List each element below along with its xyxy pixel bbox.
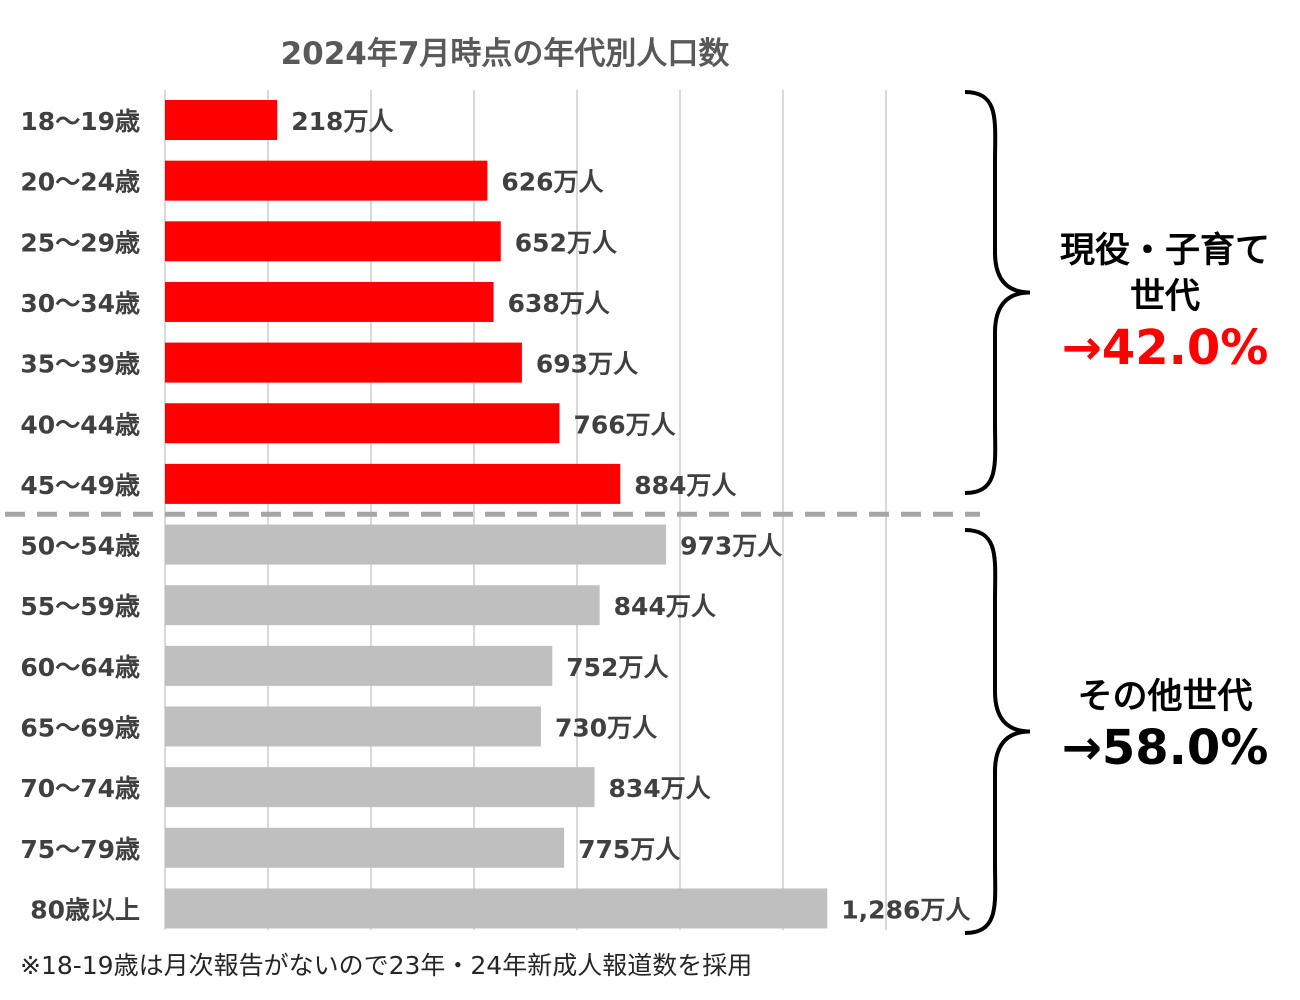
category-label: 80歳以上 [30,895,140,924]
group-label-line2: 世代 [1129,277,1200,317]
category-label: 35〜39歳 [20,350,140,379]
category-label: 25〜29歳 [20,228,140,257]
group-label-working: 現役・子育て 世代 →42.0% [1040,228,1290,376]
category-label: 18〜19歳 [20,107,140,136]
data-label: 218万人 [291,107,393,136]
bar [165,524,667,565]
footnote: ※18-19歳は月次報告がないので23年・24年新成人報道数を採用 [20,951,753,980]
group-label-line1: 現役・子育て [1059,231,1270,271]
bar [165,827,565,868]
bar [165,888,828,929]
category-label: 20〜24歳 [20,168,140,197]
data-label: 626万人 [501,168,603,197]
group-percent: →42.0% [1061,320,1269,376]
bar [165,767,595,808]
bar [165,463,621,504]
category-label: 70〜74歳 [20,774,140,803]
bar [165,160,488,201]
group-percent: →58.0% [1061,720,1269,776]
bar [165,221,501,262]
bar [165,403,560,444]
category-label: 40〜44歳 [20,410,140,439]
group-label-other: その他世代 →58.0% [1040,674,1290,776]
bar [165,281,494,322]
data-label: 752万人 [566,653,668,682]
data-label: 693万人 [536,350,638,379]
data-label: 638万人 [508,289,610,318]
data-label: 844万人 [614,592,716,621]
group-label-line1: その他世代 [1077,677,1253,717]
data-label: 884万人 [634,471,736,500]
category-label: 75〜79歳 [20,835,140,864]
bar [165,342,522,383]
data-label: 730万人 [555,714,657,743]
data-label: 652万人 [515,228,617,257]
category-label: 55〜59歳 [20,592,140,621]
bar [165,100,278,140]
brace-other-generation [964,528,1031,935]
data-label: 834万人 [609,774,711,803]
category-label: 30〜34歳 [20,289,140,318]
data-label: 1,286万人 [841,895,970,924]
chart-title: 2024年7月時点の年代別人口数 [280,36,730,72]
category-label: 65〜69歳 [20,714,140,743]
brace-working-generation [964,90,1031,495]
data-label: 775万人 [578,835,680,864]
data-label: 766万人 [573,410,675,439]
data-label: 973万人 [680,532,782,561]
bar [165,645,553,686]
category-label: 60〜64歳 [20,653,140,682]
bar [165,706,541,747]
bar [165,585,600,626]
category-label: 45〜49歳 [20,471,140,500]
category-label: 50〜54歳 [20,532,140,561]
